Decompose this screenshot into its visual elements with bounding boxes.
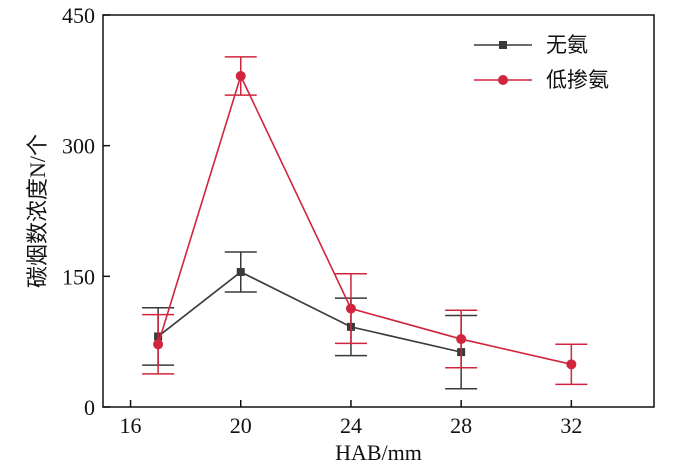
x-axis-title: HAB/mm (335, 440, 422, 465)
data-point-circle (345, 303, 356, 314)
legend-label-1: 无氨 (546, 33, 588, 57)
y-tick-label: 0 (84, 395, 95, 420)
series-2 (142, 56, 588, 386)
x-tick-label: 32 (560, 413, 582, 438)
y-tick-label: 300 (62, 134, 95, 159)
legend: 无氨 低掺氨 (474, 33, 609, 92)
legend-label-2: 低掺氨 (546, 68, 609, 92)
data-point-square (236, 267, 245, 276)
x-tick-label: 28 (450, 413, 472, 438)
y-tick-label: 450 (62, 3, 95, 28)
series-line (157, 73, 572, 366)
legend-item-1: 无氨 (474, 33, 588, 57)
legend-marker-square (499, 41, 507, 49)
data-point-circle (566, 359, 577, 370)
y-axis-title: 碳烟数浓度N/个 (25, 134, 50, 288)
data-point-circle (153, 339, 164, 350)
series-layer (142, 56, 588, 390)
plot-frame (102, 14, 655, 408)
series-1 (142, 251, 478, 390)
y-tick-label: 150 (62, 264, 95, 289)
x-tick-label: 20 (230, 413, 252, 438)
data-point-circle (456, 334, 467, 345)
legend-marker-circle (498, 75, 508, 85)
data-point-circle (235, 70, 246, 81)
x-tick-label: 16 (120, 413, 142, 438)
x-axis: 16 20 24 28 32 (120, 400, 582, 438)
x-tick-label: 24 (340, 413, 362, 438)
y-axis: 0 150 300 450 (62, 3, 110, 420)
series-line (157, 271, 462, 353)
legend-item-2: 低掺氨 (474, 68, 609, 92)
